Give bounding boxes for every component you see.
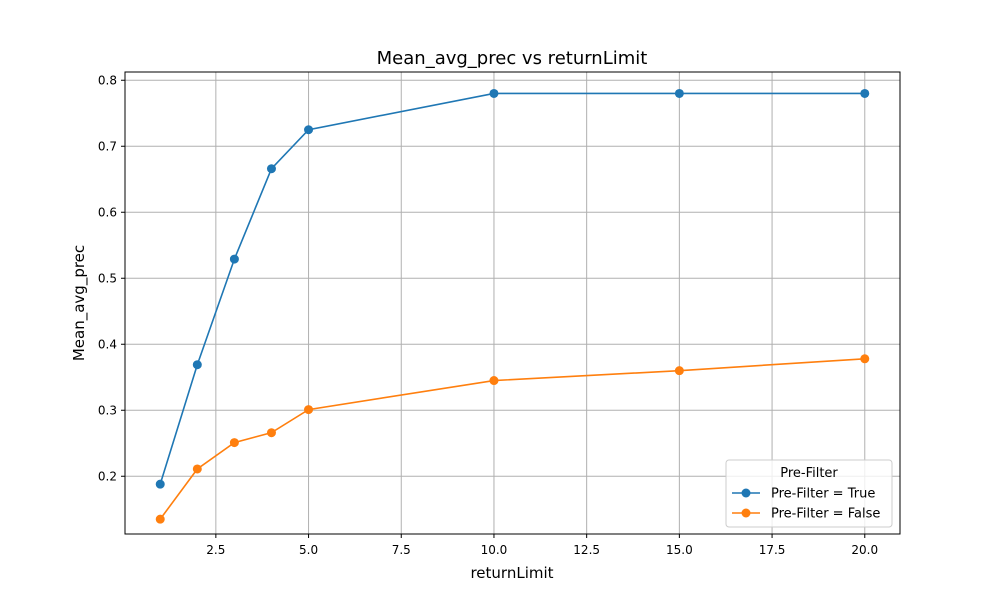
data-point: [489, 88, 499, 98]
legend-item: Pre-Filter = True: [732, 487, 875, 502]
legend-marker: [741, 488, 751, 498]
data-point: [155, 479, 165, 489]
data-point: [860, 354, 870, 364]
data-point: [304, 125, 314, 135]
series-layer: [155, 88, 870, 524]
x-tick-label: 5.0: [299, 543, 318, 557]
x-tick-label: 7.5: [392, 543, 411, 557]
x-tick-label: 10.0: [481, 543, 508, 557]
y-tick-label: 0.7: [98, 139, 117, 153]
x-axis-label: returnLimit: [470, 564, 553, 582]
legend-label: Pre-Filter = False: [771, 507, 880, 522]
legend-title: Pre-Filter: [780, 466, 838, 481]
chart-title: Mean_avg_prec vs returnLimit: [377, 48, 648, 69]
series-1: [155, 88, 870, 489]
data-point: [674, 88, 684, 98]
data-point: [229, 438, 239, 448]
data-point: [192, 464, 202, 474]
data-point: [192, 360, 202, 370]
x-tick-label: 17.5: [759, 543, 786, 557]
data-point: [674, 366, 684, 376]
series-line: [159, 92, 865, 485]
plot-frame: [124, 71, 901, 535]
x-tick-label: 20.0: [851, 543, 878, 557]
legend-label: Pre-Filter = True: [771, 487, 875, 502]
series-line: [159, 357, 865, 520]
data-point: [266, 428, 276, 438]
data-point: [155, 514, 165, 524]
grid: [125, 72, 900, 534]
y-tick-label: 0.5: [98, 271, 117, 285]
y-tick-label: 0.3: [98, 403, 117, 417]
y-tick-label: 0.2: [98, 469, 117, 483]
data-point: [489, 376, 499, 386]
y-axis: 0.2 0.3 0.4 0.5 0.6 0.7 0.8: [98, 73, 125, 483]
legend-box: [725, 459, 893, 528]
x-axis: 2.5 5.0 7.5 10.0 12.5 15.0 17.5 20.0: [206, 534, 878, 557]
y-axis-label: Mean_avg_prec: [70, 245, 89, 361]
legend-marker: [741, 508, 751, 518]
y-tick-label: 0.8: [98, 73, 117, 87]
y-tick-label: 0.4: [98, 337, 117, 351]
data-point: [304, 405, 314, 415]
x-tick-label: 12.5: [573, 543, 600, 557]
series-2: [155, 354, 870, 524]
legend-item: Pre-Filter = False: [732, 507, 880, 522]
legend-items: Pre-Filter = True Pre-Filter = False: [732, 487, 880, 522]
data-point: [229, 254, 239, 264]
x-tick-label: 2.5: [206, 543, 225, 557]
data-point: [266, 164, 276, 174]
x-tick-label: 15.0: [666, 543, 693, 557]
data-point: [860, 88, 870, 98]
y-tick-label: 0.6: [98, 205, 117, 219]
